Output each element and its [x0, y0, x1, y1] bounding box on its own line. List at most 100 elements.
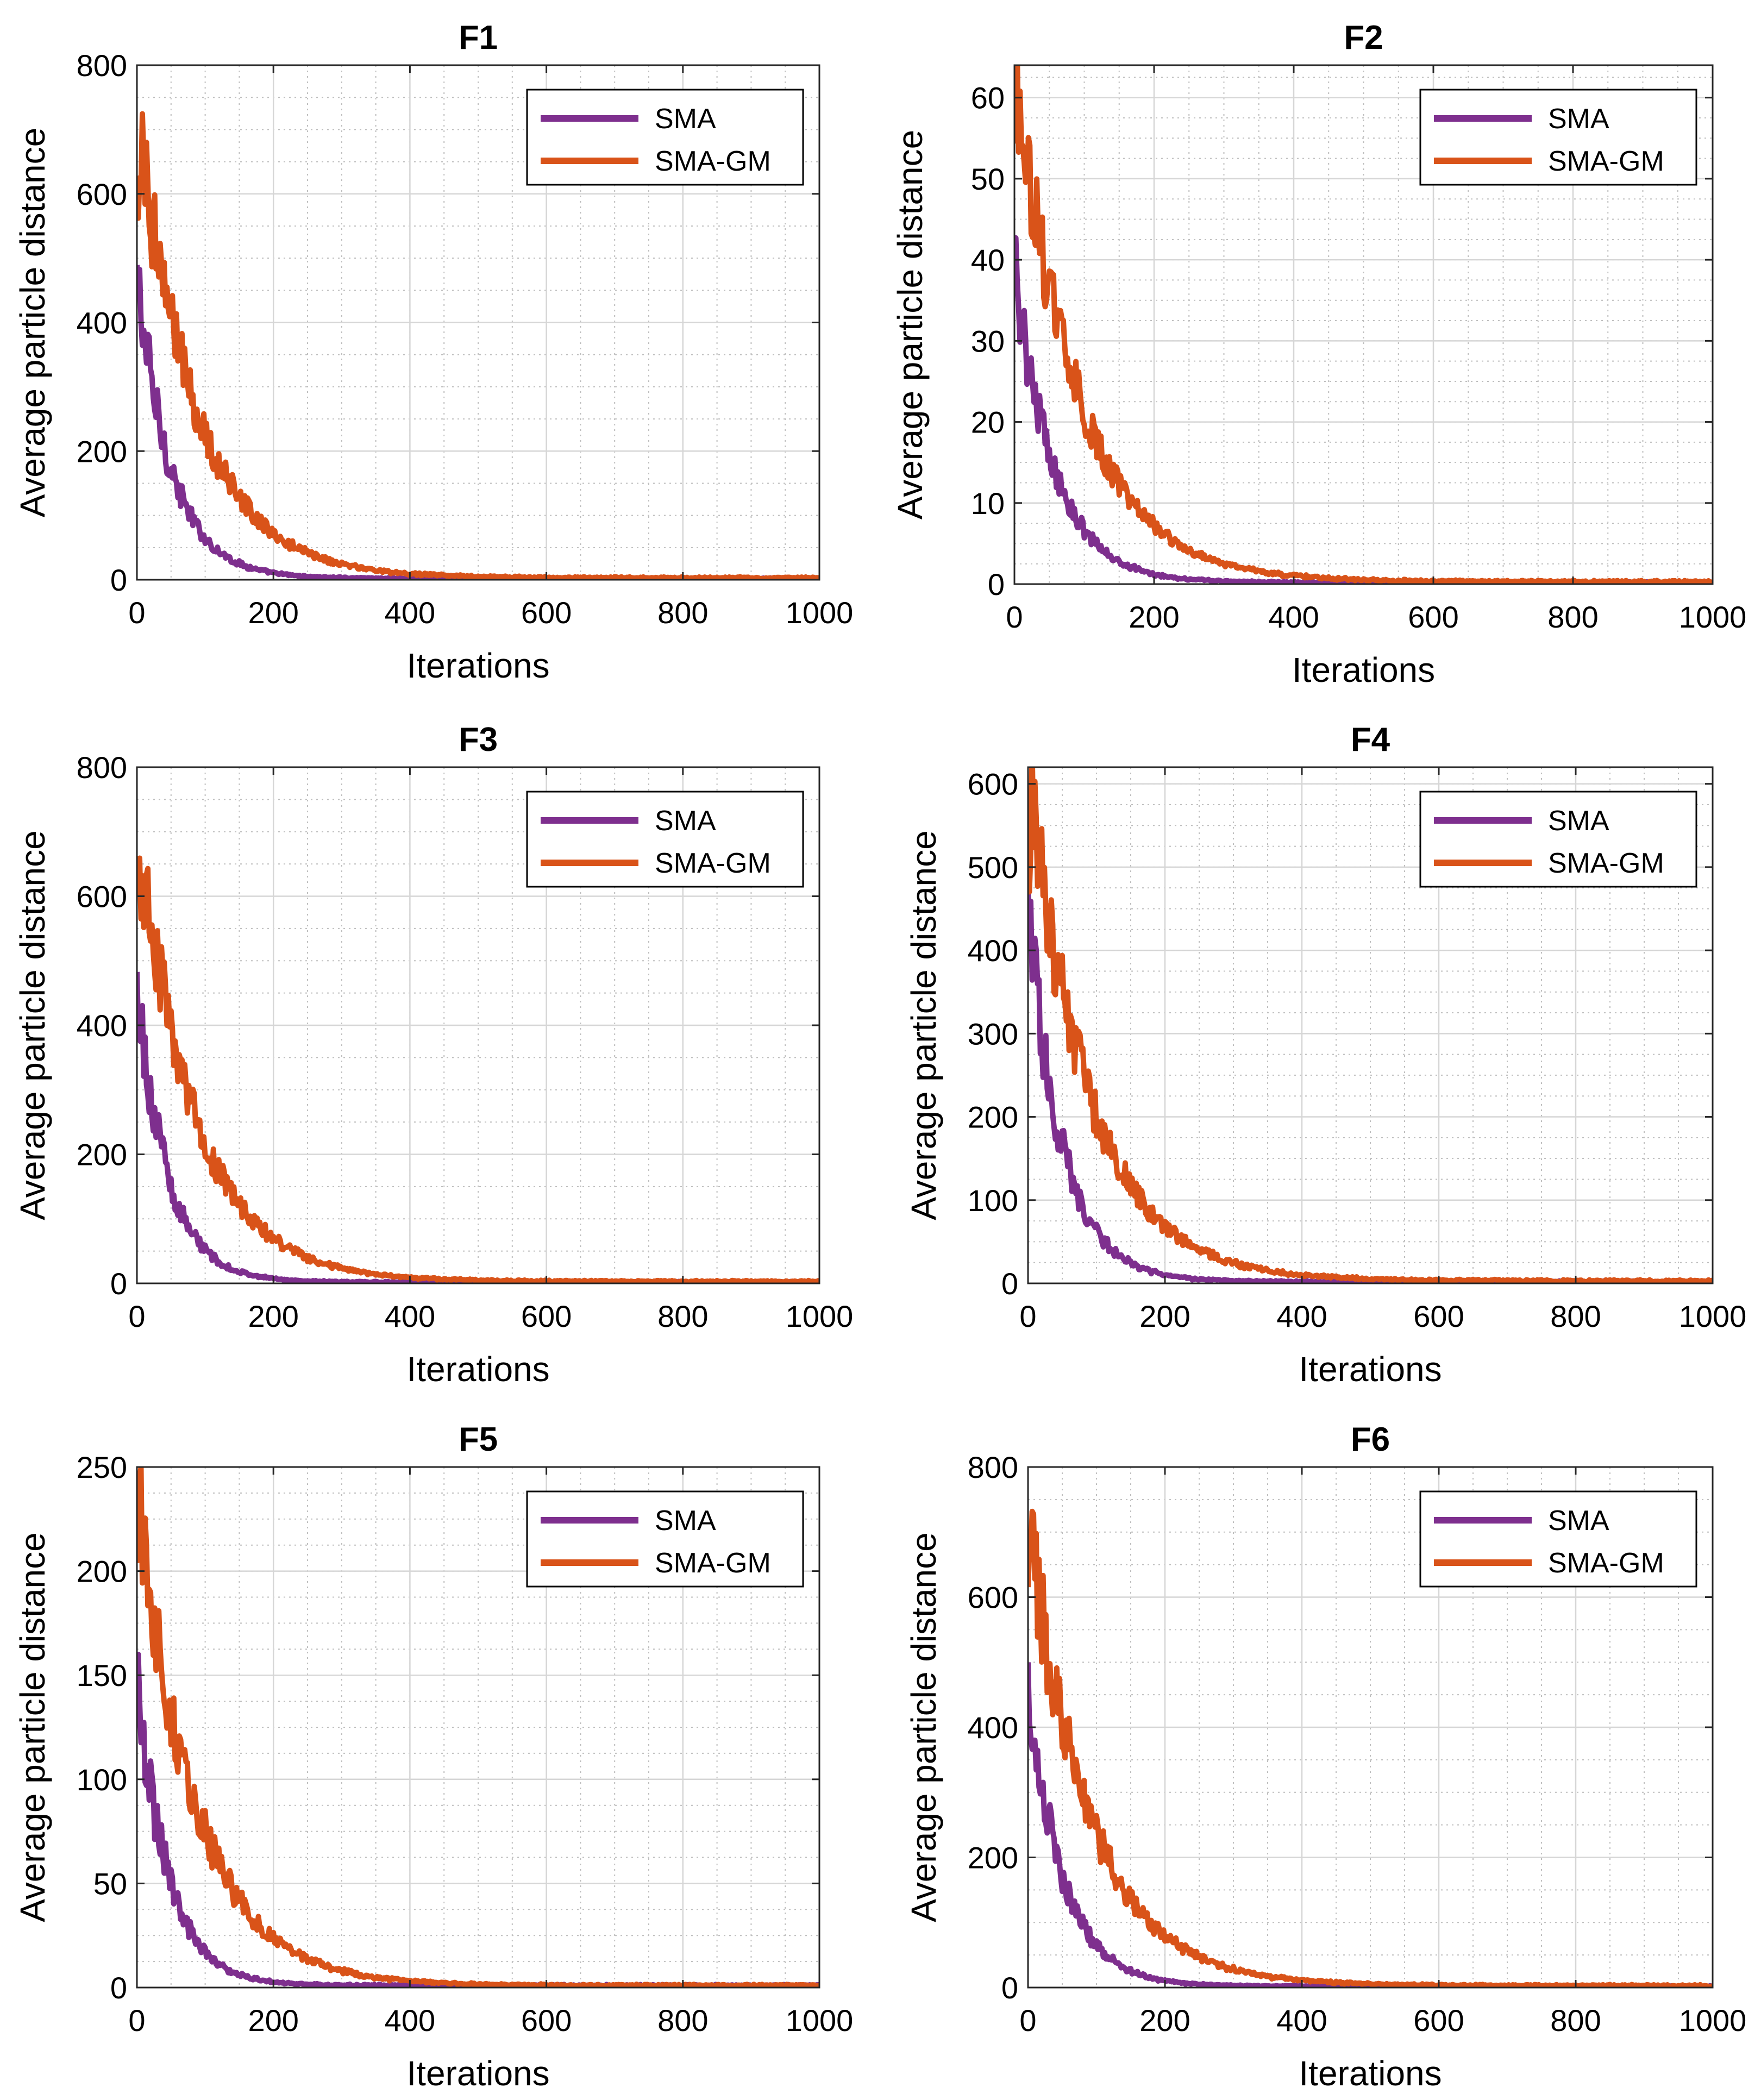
x-tick-label: 0 — [1019, 1299, 1036, 1333]
y-axis-label: Average particle distance — [891, 130, 930, 519]
x-tick-label: 400 — [1276, 2003, 1327, 2038]
subplot-f3: 0 200 400 600 800 1000 0 200 400 600 800 F3 Iteratio… — [13, 721, 853, 1389]
y-tick-label: 40 — [971, 243, 1005, 277]
x-axis-label: Iterations — [1299, 2054, 1442, 2093]
subplot-f6: 0 200 400 600 800 1000 0 200 400 600 800 F6 Iteratio… — [904, 1421, 1746, 2093]
y-tick-label: 50 — [93, 1866, 127, 1901]
x-tick-label: 200 — [248, 595, 298, 630]
y-tick-label: 250 — [77, 1450, 127, 1484]
chart-title: F5 — [459, 1421, 498, 1458]
x-tick-label: 0 — [1006, 600, 1023, 634]
x-tick-label: 1000 — [786, 1299, 854, 1333]
y-axis-label: Average particle distance — [904, 830, 943, 1220]
y-axis-label: Average particle distance — [13, 128, 52, 517]
y-tick-label: 150 — [77, 1658, 127, 1692]
y-tick-label: 400 — [77, 306, 127, 340]
series-line-sma-gm — [137, 855, 819, 1283]
y-tick-label: 0 — [110, 1267, 127, 1301]
y-tick-label: 0 — [1001, 1971, 1018, 2005]
y-tick-label: 0 — [1001, 1267, 1018, 1301]
series-line-sma-gm — [1014, 65, 1713, 584]
x-tick-label: 0 — [1019, 2003, 1036, 2038]
axes-box — [1013, 64, 1714, 585]
legend-label-sma-gm: SMA-GM — [655, 848, 771, 879]
y-tick-label: 50 — [971, 162, 1005, 196]
x-tick-label: 600 — [521, 595, 572, 630]
legend-label-sma-gm: SMA-GM — [655, 1547, 771, 1579]
y-tick-label: 500 — [968, 850, 1018, 885]
axes-box — [1027, 766, 1714, 1284]
x-tick-label: 600 — [1413, 2003, 1464, 2038]
x-axis-label: Iterations — [406, 646, 549, 685]
y-tick-label: 300 — [968, 1017, 1018, 1051]
legend-label-sma-gm: SMA-GM — [1548, 1547, 1664, 1579]
y-tick-label: 100 — [77, 1763, 127, 1797]
x-tick-label: 600 — [1413, 1299, 1464, 1333]
x-tick-label: 400 — [1276, 1299, 1327, 1333]
y-axis-label: Average particle distance — [13, 1532, 52, 1922]
series-line-sma-gm — [137, 1467, 819, 1988]
x-tick-label: 600 — [521, 1299, 572, 1333]
chart-title: F3 — [459, 721, 498, 758]
y-axis-label: Average particle distance — [904, 1532, 943, 1922]
legend-label-sma: SMA — [1548, 103, 1609, 135]
legend-label-sma: SMA — [655, 805, 716, 837]
y-tick-label: 600 — [77, 177, 127, 211]
legend-box — [526, 1490, 804, 1588]
y-tick-label: 800 — [77, 48, 127, 83]
y-tick-label: 200 — [968, 1841, 1018, 1875]
x-axis-label: Iterations — [1299, 1350, 1442, 1389]
axes-box — [136, 1466, 820, 1989]
y-tick-label: 200 — [968, 1100, 1018, 1134]
legend-box — [1419, 1490, 1697, 1588]
y-tick-label: 0 — [110, 563, 127, 597]
legend-label-sma: SMA — [1548, 1505, 1609, 1537]
series-line-sma — [137, 265, 819, 580]
x-tick-label: 600 — [521, 2003, 572, 2038]
subplot-f5: 0 200 400 600 800 1000 0 50 100 150 200 250 F5 Iterat… — [13, 1421, 853, 2093]
legend-box — [526, 791, 804, 888]
x-axis-label: Iterations — [1292, 650, 1435, 689]
y-tick-label: 10 — [971, 486, 1005, 521]
x-tick-label: 1000 — [1679, 2003, 1747, 2038]
x-tick-label: 200 — [1129, 600, 1179, 634]
x-tick-label: 400 — [385, 595, 435, 630]
series-line-sma-gm — [137, 111, 819, 580]
y-tick-label: 800 — [968, 1450, 1018, 1484]
y-tick-label: 800 — [77, 750, 127, 785]
y-tick-label: 400 — [968, 933, 1018, 968]
subplot-f2: 0 200 400 600 800 1000 0 10 20 30 40 50 60 F2 Iteratio… — [891, 19, 1746, 689]
y-tick-label: 200 — [77, 1554, 127, 1589]
x-tick-label: 800 — [1550, 1299, 1601, 1333]
legend-label-sma-gm: SMA-GM — [1548, 848, 1664, 879]
x-tick-label: 1000 — [1679, 1299, 1747, 1333]
legend-label-sma: SMA — [655, 103, 716, 135]
y-tick-label: 0 — [988, 567, 1005, 601]
legend-box — [526, 89, 804, 186]
x-tick-label: 0 — [128, 595, 145, 630]
x-tick-label: 800 — [1547, 600, 1598, 634]
y-tick-label: 20 — [971, 405, 1005, 440]
subplot-f1: 0 200 400 600 800 1000 0 200 400 600 800 F1 Iteratio… — [13, 19, 853, 685]
chart-title: F6 — [1351, 1421, 1390, 1458]
x-axis-label: Iterations — [406, 2054, 549, 2093]
series-line-sma-gm — [1028, 1508, 1713, 1988]
legend-label-sma-gm: SMA-GM — [655, 146, 771, 177]
x-tick-label: 400 — [385, 2003, 435, 2038]
y-tick-label: 400 — [968, 1710, 1018, 1745]
x-tick-label: 1000 — [1679, 600, 1747, 634]
x-tick-label: 600 — [1408, 600, 1458, 634]
x-tick-label: 200 — [1139, 2003, 1190, 2038]
legend-label-sma: SMA — [655, 1505, 716, 1537]
series-line-sma-gm — [1028, 767, 1713, 1283]
legend-label-sma: SMA — [1548, 805, 1609, 837]
y-tick-label: 30 — [971, 324, 1005, 358]
x-tick-label: 800 — [657, 1299, 708, 1333]
legend-box — [1419, 791, 1697, 888]
chart-title: F2 — [1344, 19, 1383, 57]
subplot-f4: 0 200 400 600 800 1000 0 100 200 300 400 500 600 F4 It… — [904, 721, 1746, 1389]
y-tick-label: 60 — [971, 81, 1005, 115]
x-tick-label: 200 — [248, 2003, 298, 2038]
y-tick-label: 200 — [77, 1138, 127, 1172]
